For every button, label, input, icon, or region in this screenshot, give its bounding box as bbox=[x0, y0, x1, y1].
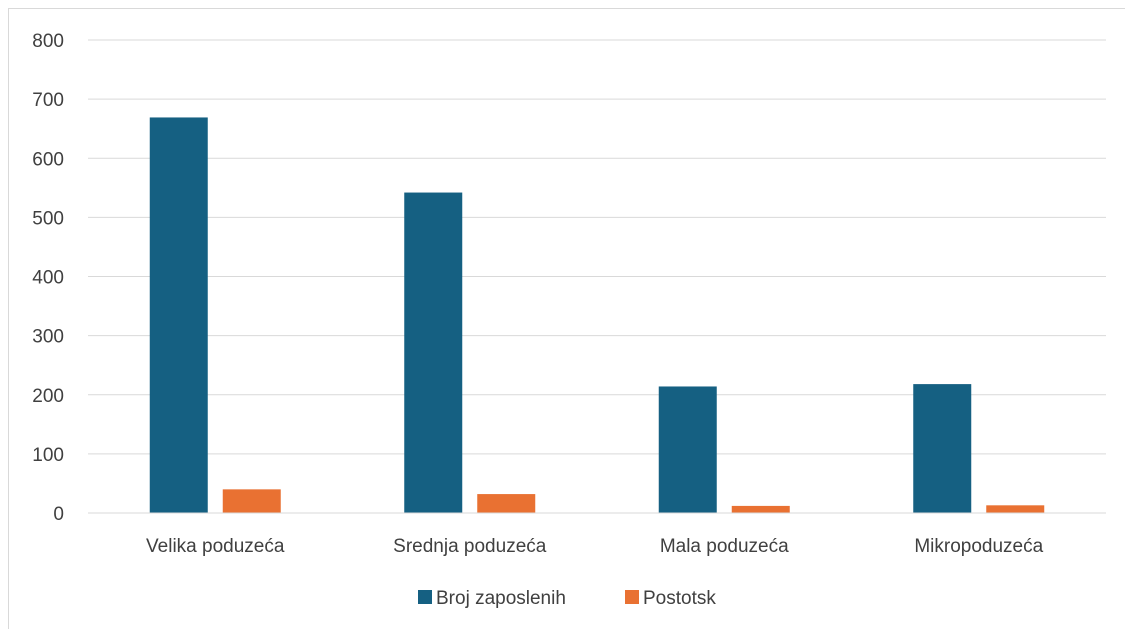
x-category-label: Mikropoduzeća bbox=[914, 536, 1043, 557]
x-category-label: Mala poduzeća bbox=[660, 536, 789, 557]
bar-series2-2 bbox=[731, 505, 790, 513]
y-tick-label: 300 bbox=[32, 327, 64, 348]
y-tick-label: 0 bbox=[53, 504, 64, 525]
bar-series1-2 bbox=[658, 386, 717, 513]
bar-series2-1 bbox=[477, 494, 536, 513]
bar-series1-3 bbox=[913, 384, 972, 513]
y-tick-label: 400 bbox=[32, 268, 64, 289]
y-tick-label: 100 bbox=[32, 445, 64, 466]
y-axis-ticks: 0 100 200 300 400 500 600 700 800 bbox=[32, 31, 64, 525]
legend-swatch bbox=[625, 590, 639, 604]
legend-swatch bbox=[418, 590, 432, 604]
y-tick-label: 800 bbox=[32, 31, 64, 52]
bar-series2-0 bbox=[222, 489, 281, 513]
legend-label: Postotsk bbox=[643, 588, 716, 609]
y-tick-label: 600 bbox=[32, 149, 64, 170]
x-category-label: Srednja poduzeća bbox=[393, 536, 547, 557]
bar-series1-1 bbox=[404, 192, 463, 514]
y-tick-label: 700 bbox=[32, 90, 64, 111]
x-category-label: Velika poduzeća bbox=[146, 536, 285, 557]
legend: Broj zaposlenih Postotsk bbox=[418, 588, 716, 609]
bar-series1-0 bbox=[149, 117, 208, 514]
y-tick-label: 500 bbox=[32, 208, 64, 229]
bar-series2-3 bbox=[986, 505, 1045, 513]
legend-label: Broj zaposlenih bbox=[436, 588, 566, 609]
x-axis-categories: Velika poduzeća Srednja poduzeća Mala podu… bbox=[146, 536, 1044, 557]
y-tick-label: 200 bbox=[32, 386, 64, 407]
bars bbox=[149, 117, 1045, 514]
